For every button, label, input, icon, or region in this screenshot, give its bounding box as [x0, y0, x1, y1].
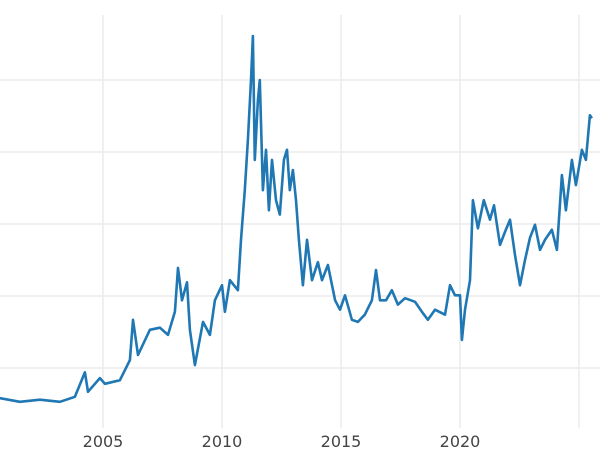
series-line	[0, 34, 593, 404]
gridlines	[0, 15, 600, 428]
x-tick-label: 2020	[440, 432, 481, 450]
x-tick-label: 2005	[83, 432, 124, 450]
x-tick-label: 2010	[202, 432, 243, 450]
x-tick-label: 2015	[321, 432, 362, 450]
x-axis-ticks: 2005 2010 2015 2020	[83, 432, 481, 450]
